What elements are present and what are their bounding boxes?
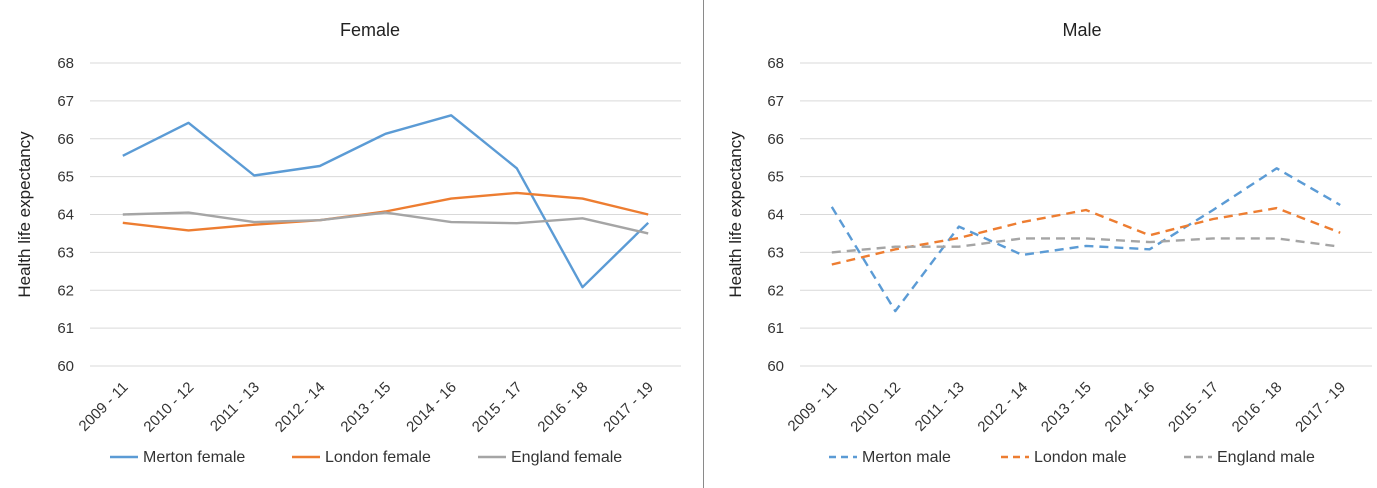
legend-label: England male [1217, 449, 1315, 466]
x-tick-label: 2015 - 17 [469, 379, 526, 436]
series-line-merton-female [122, 114, 650, 289]
y-tick-label: 65 [57, 169, 74, 186]
y-tick-label: 66 [57, 131, 74, 148]
legend-label: England female [511, 449, 622, 466]
y-tick-label: 63 [57, 244, 74, 261]
x-tick-label: 2014 - 16 [403, 379, 460, 436]
x-tick-label: 2011 - 13 [912, 379, 968, 435]
legend-label: London male [1034, 449, 1127, 466]
y-tick-label: 60 [767, 358, 784, 375]
legend-label: London female [325, 449, 431, 466]
y-tick-label: 64 [767, 207, 784, 224]
series-line-england-female [122, 211, 649, 235]
x-tick-label: 2009 - 11 [76, 379, 132, 435]
x-tick-label: 2011 - 13 [207, 379, 263, 435]
legend-label: Merton male [862, 449, 951, 466]
x-tick-label: 2013 - 15 [1038, 379, 1095, 436]
y-tick-label: 60 [57, 358, 74, 375]
y-tick-label: 63 [767, 244, 784, 261]
y-tick-label: 67 [767, 93, 784, 110]
y-tick-label: 67 [57, 93, 74, 110]
chart-title: Female [340, 20, 400, 40]
x-tick-label: 2013 - 15 [337, 379, 394, 436]
y-axis-label: Health life expectancy [726, 131, 745, 298]
y-tick-label: 61 [57, 320, 74, 337]
series-line-london-male [831, 206, 1341, 266]
x-tick-label: 2012 - 14 [272, 379, 329, 436]
x-tick-label: 2009 - 11 [785, 379, 841, 435]
y-tick-label: 62 [767, 282, 784, 299]
y-tick-label: 62 [57, 282, 74, 299]
y-tick-label: 68 [767, 55, 784, 72]
series-line-england-male [831, 237, 1341, 254]
y-tick-label: 61 [767, 320, 784, 337]
x-tick-label: 2017 - 19 [600, 379, 657, 436]
chart-title: Male [1062, 20, 1101, 40]
male-chart-panel: Male 60 61 62 63 64 65 66 67 68 Health life expect… [704, 0, 1377, 488]
female-chart-panel: Female 60 61 62 63 64 65 66 67 68 Health life expe… [15, 0, 704, 488]
y-tick-label: 65 [767, 169, 784, 186]
y-tick-label: 66 [767, 131, 784, 148]
female-chart-svg: Female 60 61 62 63 64 65 66 67 68 Health life expe… [15, 20, 681, 466]
legend-label: Merton female [143, 449, 245, 466]
y-tick-label: 68 [57, 55, 74, 72]
x-tick-label: 2015 - 17 [1165, 379, 1222, 436]
x-tick-label: 2012 - 14 [974, 379, 1031, 436]
y-axis-label: Health life expectancy [15, 131, 34, 298]
male-chart-svg: Male 60 61 62 63 64 65 66 67 68 Health life expect… [726, 20, 1372, 466]
y-tick-label: 64 [57, 207, 74, 224]
x-tick-label: 2017 - 19 [1292, 379, 1349, 436]
x-tick-label: 2010 - 12 [140, 379, 197, 436]
x-tick-label: 2016 - 18 [534, 379, 591, 436]
x-tick-label: 2016 - 18 [1229, 379, 1286, 436]
x-tick-label: 2014 - 16 [1102, 379, 1159, 436]
x-tick-label: 2010 - 12 [847, 379, 904, 436]
series-line-merton-male [830, 167, 1341, 313]
